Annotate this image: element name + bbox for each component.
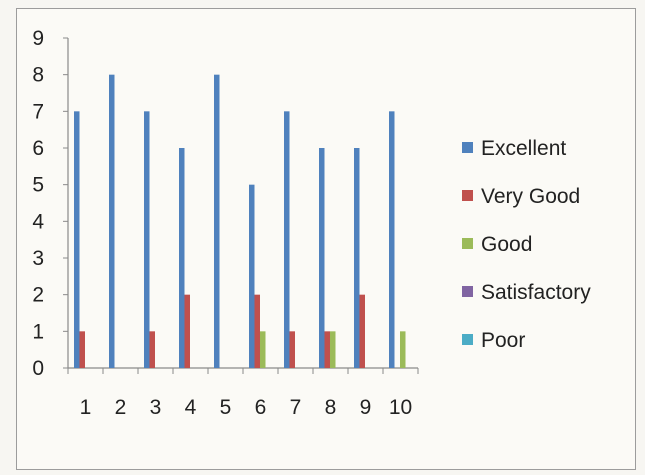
x-tick-label: 3 [150,396,162,419]
bar-very-good-9 [359,294,365,368]
bar-excellent-9 [354,148,360,368]
bar-good-10 [400,331,406,368]
y-tick-label: 2 [32,284,44,307]
bars [74,74,406,369]
y-tick-label: 6 [32,137,44,160]
y-tick-label: 9 [32,27,44,50]
bar-excellent-2 [109,74,115,369]
bar-very-good-8 [324,331,330,368]
legend-swatch [462,286,473,297]
bar-excellent-4 [179,148,185,368]
x-tick-label: 1 [80,396,92,419]
y-tick-label: 1 [32,320,44,343]
legend-swatch [462,190,473,201]
bar-excellent-5 [214,74,220,369]
x-tick-label: 4 [185,396,197,419]
x-tick-label: 2 [115,396,127,419]
legend-label: Poor [481,329,525,352]
legend-swatch [462,142,473,153]
legend: Excellent Very Good Good Satisfactory Poor [462,137,591,352]
legend-label: Excellent [481,137,566,160]
bar-excellent-1 [74,111,80,368]
bar-excellent-3 [144,111,150,368]
bar-very-good-4 [184,294,190,368]
bar-excellent-8 [319,148,325,368]
x-tick-label: 10 [389,396,412,419]
bar-good-8 [330,331,336,368]
y-tick-label: 3 [32,247,44,270]
y-tick-label: 7 [32,100,44,123]
bar-very-good-6 [254,294,260,368]
legend-swatch [462,334,473,345]
y-axis: 0 1 2 3 4 5 6 7 8 9 [32,27,69,380]
bar-excellent-7 [284,111,290,368]
bar-good-6 [260,331,266,368]
x-tick-label: 9 [360,396,372,419]
x-tick-label: 7 [290,396,302,419]
x-tick-label: 5 [220,396,232,419]
bar-excellent-6 [249,184,255,368]
chart-frame [16,8,636,470]
legend-label: Satisfactory [481,281,591,304]
bar-excellent-10 [389,111,395,368]
y-tick-label: 8 [32,64,44,87]
x-axis: 1 2 3 4 5 6 7 8 9 10 [67,367,419,419]
y-tick-label: 0 [32,357,44,380]
x-tick-label: 6 [255,396,267,419]
bar-very-good-7 [289,331,295,368]
y-tick-label: 5 [32,174,44,197]
bar-very-good-3 [149,331,155,368]
bar-very-good-1 [79,331,85,368]
y-tick-label: 4 [32,210,44,233]
legend-label: Good [481,233,532,256]
x-tick-label: 8 [325,396,337,419]
legend-label: Very Good [481,185,580,208]
legend-swatch [462,238,473,249]
